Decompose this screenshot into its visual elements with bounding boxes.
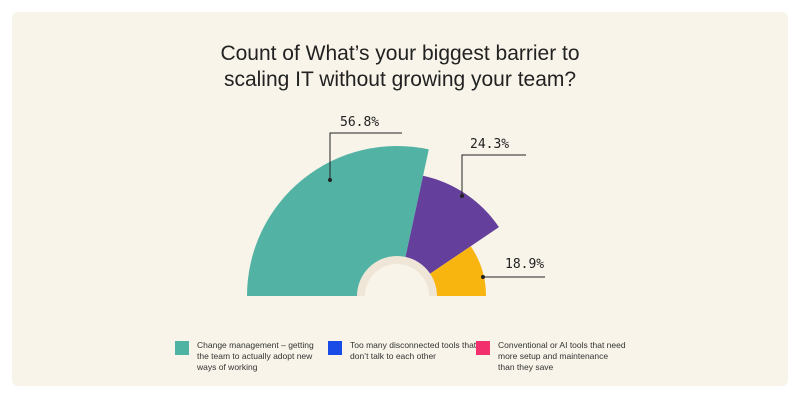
legend-item: Too many disconnected tools that don’t t… [328,340,478,362]
legend-swatch [476,341,490,355]
legend-label: Change management – getting the team to … [197,340,314,372]
legend-label: Conventional or AI tools that need more … [498,340,626,372]
value-label: 18.9% [505,257,544,272]
legend-item: Conventional or AI tools that need more … [476,340,626,373]
legend-item: Change management – getting the team to … [175,340,325,373]
leader-dot [460,194,464,198]
hole-cover [352,296,442,346]
legend-swatch [175,341,189,355]
chart-title: Count of What’s your biggest barrier to s… [220,42,579,91]
leader-line [461,154,526,196]
leader-line [329,132,402,180]
legend-label: Too many disconnected tools that don’t t… [350,340,477,361]
leader-dot [328,178,332,182]
value-label: 56.8% [340,115,379,130]
leader-dot [481,275,485,279]
value-label: 24.3% [470,137,509,152]
legend-swatch [328,341,342,355]
